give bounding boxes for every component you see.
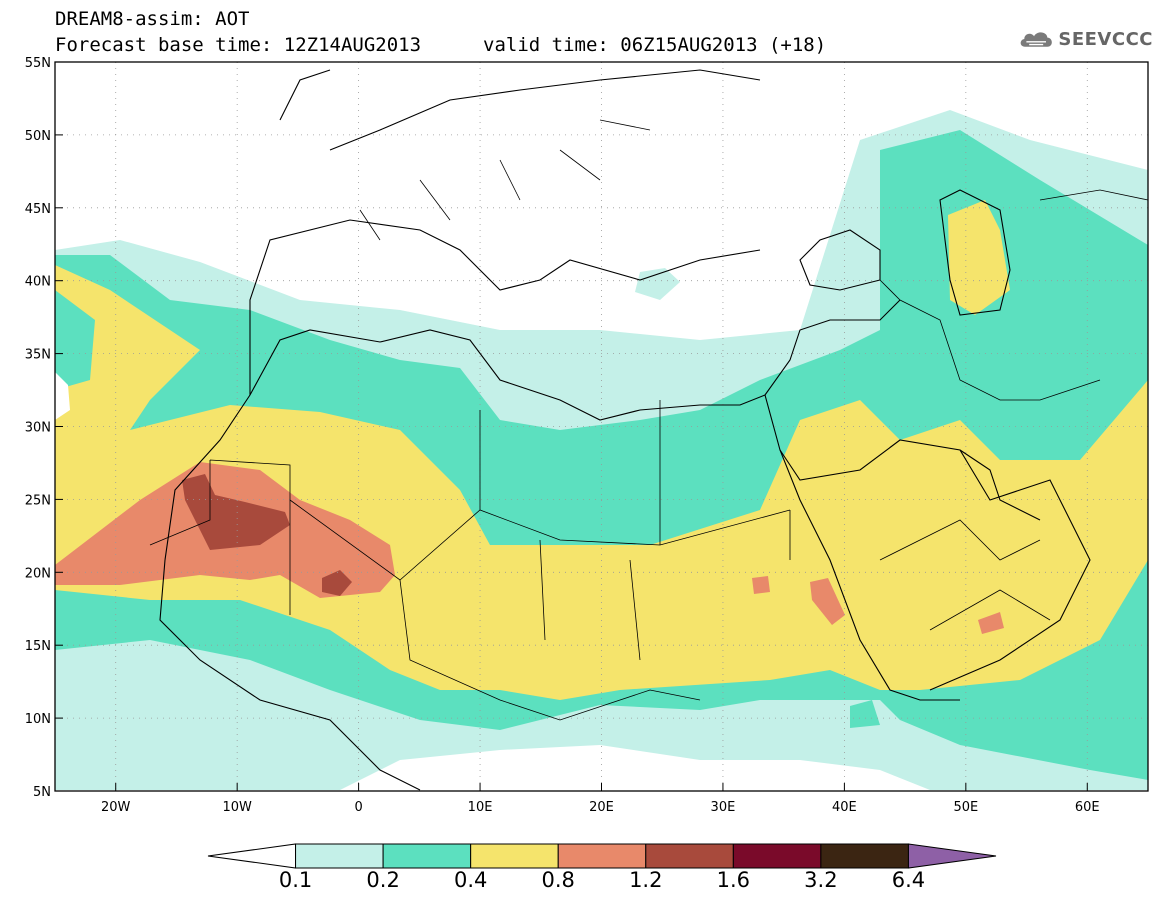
colorbar-level-label: 1.2 xyxy=(629,868,663,892)
colorbar-swatch xyxy=(645,843,734,869)
colorbar-level-label: 6.4 xyxy=(891,868,926,892)
forecast-base-time: Forecast base time: 12Z14AUG2013 xyxy=(55,34,422,56)
valid-time: valid time: 06Z15AUG2013 (+18) xyxy=(483,34,827,56)
lat-tick-label: 35N xyxy=(25,348,51,363)
colorbar-swatch xyxy=(470,843,559,869)
lon-tick-label: 40E xyxy=(832,800,857,815)
colorbar xyxy=(207,843,997,869)
grid-lines xyxy=(55,62,1148,791)
colorbar-swatch xyxy=(732,843,822,869)
lat-tick-label: 15N xyxy=(25,639,51,654)
colorbar-level-label: 0.4 xyxy=(453,868,488,892)
colorbar-swatch-above xyxy=(907,843,997,869)
lat-tick-label: 25N xyxy=(25,493,51,508)
lon-tick-label: 0 xyxy=(354,800,362,815)
lat-tick-label: 55N xyxy=(25,56,51,71)
logo-text: SEEVCCC xyxy=(1058,28,1153,50)
lat-tick-label: 30N xyxy=(25,421,51,436)
colorbar-swatch xyxy=(382,843,472,869)
seevccc-logo: SEEVCCC xyxy=(1018,22,1153,56)
axes: 55N 50N 45N 40N 35N 30N 25N 20N 15N 10N 5N 20W 10W 0 1… xyxy=(25,56,1100,815)
lat-tick-label: 40N xyxy=(25,275,51,290)
chart-title: DREAM8-assim: AOT xyxy=(55,8,250,30)
lon-tick-label: 50E xyxy=(953,800,978,815)
lat-tick-label: 10N xyxy=(25,712,51,727)
lon-tick-label: 60E xyxy=(1075,800,1100,815)
lat-tick-label: 50N xyxy=(25,129,51,144)
lon-tick-label: 20E xyxy=(589,800,614,815)
colorbar-level-label: 1.6 xyxy=(716,868,751,892)
colorbar-swatch xyxy=(295,843,384,869)
colorbar-swatch xyxy=(820,843,909,869)
colorbar-level-label: 0.2 xyxy=(366,868,400,892)
lon-tick-label: 10E xyxy=(468,800,493,815)
cloud-logo-icon xyxy=(1020,32,1052,47)
lon-tick-label: 30E xyxy=(711,800,736,815)
lat-tick-label: 5N xyxy=(33,785,51,800)
country-borders xyxy=(149,119,1148,721)
colorbar-swatch xyxy=(557,843,647,869)
colorbar-swatch-below xyxy=(207,843,297,869)
colorbar-level-label: 3.2 xyxy=(804,868,838,892)
lon-tick-label: 10W xyxy=(222,800,252,815)
colorbar-level-label: 0.8 xyxy=(541,868,575,892)
aot-fields xyxy=(55,62,1148,791)
coastlines xyxy=(159,69,1091,791)
lon-tick-label: 20W xyxy=(101,800,131,815)
lat-tick-label: 45N xyxy=(25,202,51,217)
colorbar-level-label: 0.1 xyxy=(278,868,313,892)
aot-band-1.2 xyxy=(182,474,290,550)
lat-tick-label: 20N xyxy=(25,566,51,581)
